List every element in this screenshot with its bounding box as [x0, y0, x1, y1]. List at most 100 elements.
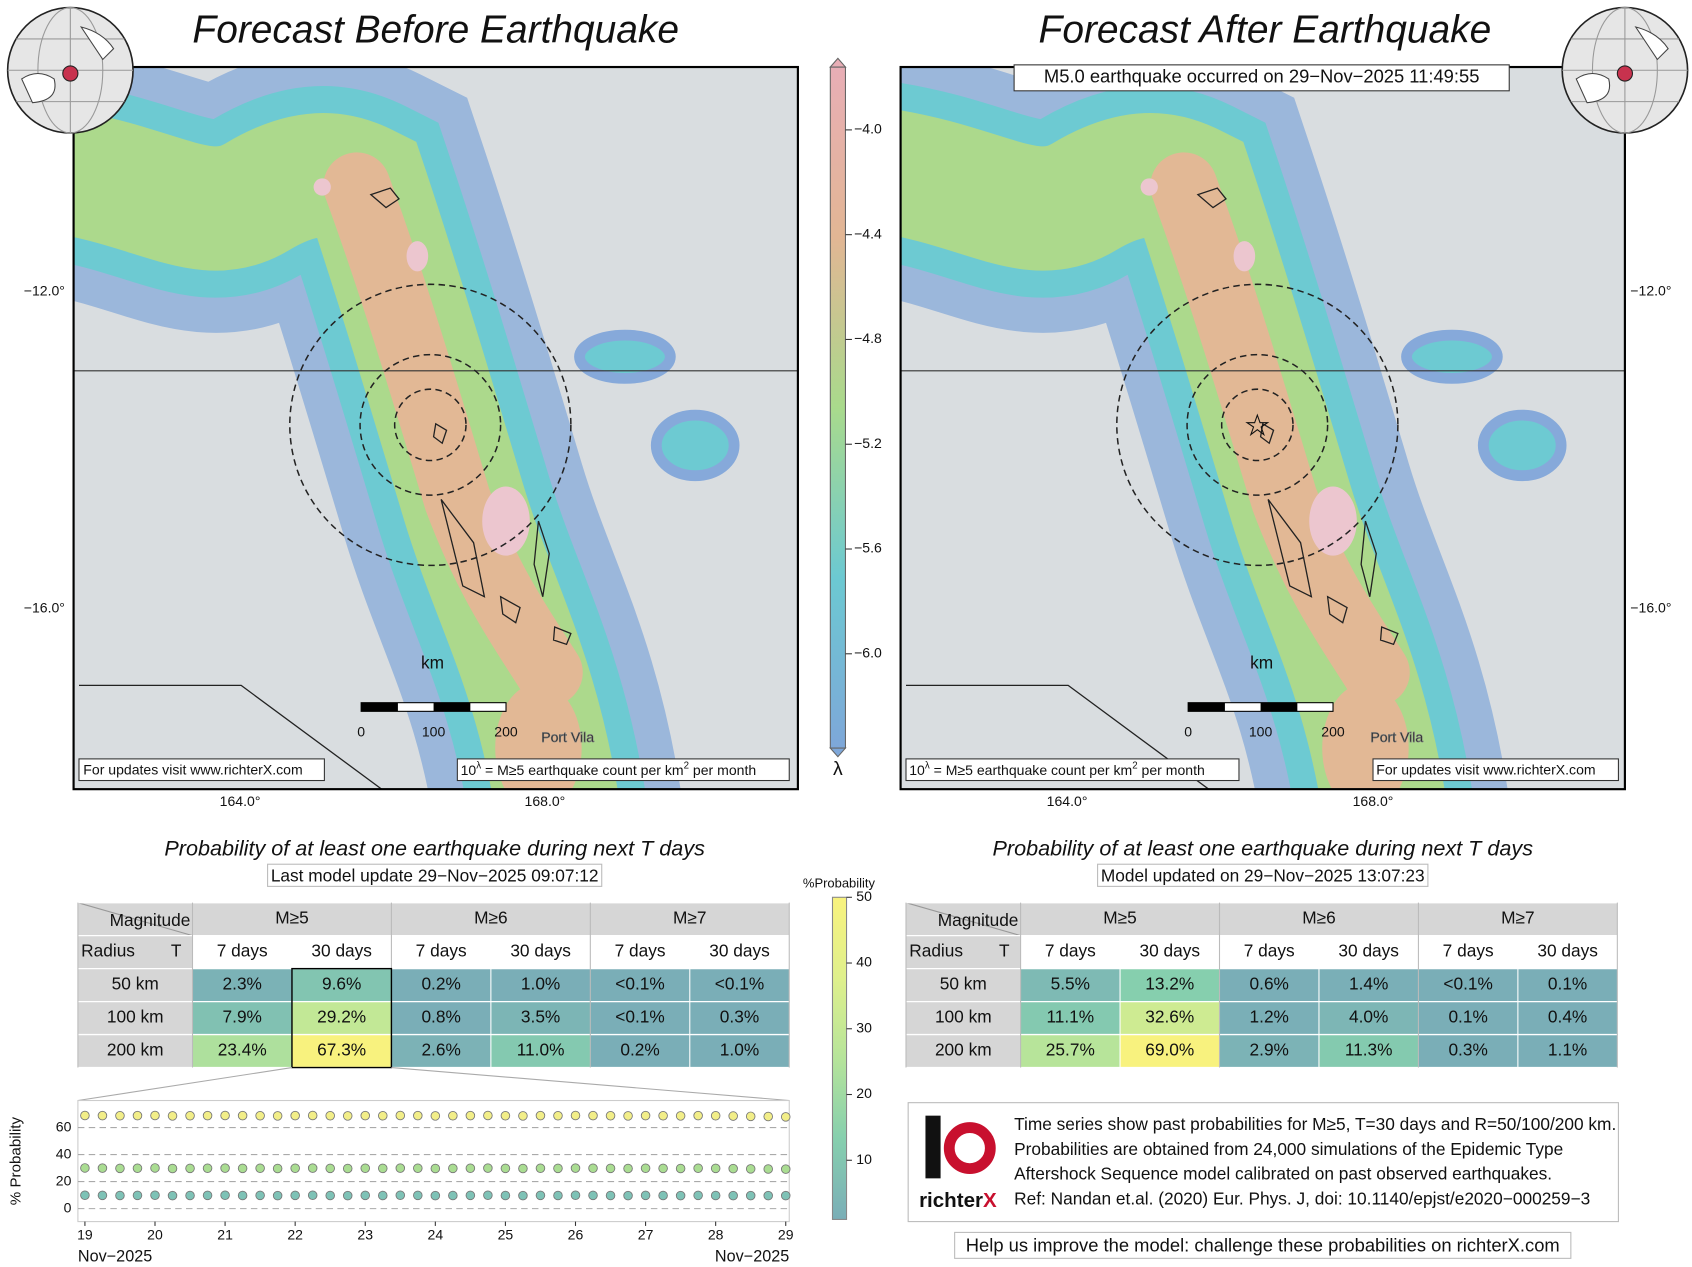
lon-label: 168.0° [1353, 793, 1394, 809]
data-point [500, 1111, 511, 1121]
probability-cell [192, 1034, 292, 1068]
note-part: = M≥5 earthquake count per km [930, 762, 1133, 778]
data-point [255, 1190, 265, 1201]
info-line: Ref: Nandan et.al. (2020) Eur. Phys. J, … [1014, 1189, 1590, 1209]
probability-cell [1418, 968, 1518, 1002]
radius-label: 200 km [107, 1040, 164, 1060]
data-point [115, 1190, 125, 1201]
note-part: 2 [684, 760, 689, 771]
probability-cell [391, 1034, 491, 1068]
lat-label: −12.0° [1630, 283, 1671, 299]
window-header: 30 days [1537, 941, 1598, 961]
probability-cell [1418, 1034, 1518, 1068]
data-point [570, 1190, 581, 1201]
cell-label: 11.1% [1046, 1007, 1094, 1027]
info-line: Probabilities are obtained from 24,000 s… [1014, 1139, 1563, 1159]
cell-label: 1.1% [1548, 1040, 1587, 1060]
data-point [220, 1110, 230, 1121]
probability-cell [689, 968, 790, 1002]
data-point [675, 1111, 686, 1121]
colorbar-tick-label: 10 [856, 1151, 872, 1167]
lon-label: 164.0° [1047, 793, 1088, 809]
probability-cell [192, 968, 292, 1002]
data-point [185, 1163, 195, 1174]
note-box [1372, 758, 1619, 782]
data-point [167, 1163, 178, 1174]
colorbar-label: λ [833, 758, 843, 780]
data-point [395, 1110, 406, 1121]
data-point [220, 1190, 230, 1201]
magnitude-header: M≥6 [474, 908, 508, 928]
data-point [483, 1190, 493, 1201]
cell-label: 0.2% [421, 974, 460, 994]
cell-label: 0.3% [720, 1007, 759, 1027]
probability-cell [1418, 1001, 1518, 1035]
table-subtitle: Probability of at least one earthquake d… [992, 835, 1533, 860]
probability-cell [590, 1001, 690, 1035]
colorbar-tick-label: 30 [856, 1019, 872, 1035]
radius-label: 50 km [940, 974, 987, 994]
data-point [413, 1110, 423, 1121]
cell-label: 2.6% [421, 1040, 460, 1060]
data-point [640, 1190, 651, 1201]
lat-label: −16.0° [1630, 599, 1671, 615]
window-header: 30 days [1140, 941, 1201, 961]
data-point [500, 1163, 511, 1174]
data-point [325, 1163, 335, 1174]
data-point [518, 1111, 528, 1121]
data-point [763, 1190, 773, 1201]
data-point [465, 1190, 476, 1201]
data-point [167, 1190, 178, 1201]
probability-cell [1219, 1034, 1319, 1068]
colorbar [831, 896, 848, 1220]
data-point [640, 1163, 651, 1173]
colorbar-tick-label: 40 [856, 954, 872, 970]
data-point [290, 1190, 300, 1201]
updates-note: For updates visit www.richterX.com [83, 762, 302, 778]
corner-label: Magnitude [110, 910, 191, 930]
lon-label: 168.0° [525, 793, 566, 809]
footer: Help us improve the model: challenge the… [966, 1234, 1560, 1255]
data-point [430, 1163, 441, 1174]
cell-label: 2.9% [1250, 1040, 1289, 1060]
scale-unit: km [421, 652, 444, 672]
cell-label: 0.1% [1548, 974, 1587, 994]
data-point [237, 1110, 248, 1121]
cell-label: 1.4% [1349, 974, 1388, 994]
data-point [675, 1163, 686, 1174]
note-part: per month [689, 762, 756, 778]
cell-label: 1.2% [1250, 1007, 1289, 1027]
probability-cell [490, 1001, 591, 1035]
data-point [658, 1163, 668, 1174]
x-tick-label: 27 [638, 1226, 654, 1242]
colorbar-tick-label: −4.0 [854, 121, 882, 137]
x-tick-label: 26 [568, 1226, 584, 1242]
data-point [483, 1163, 493, 1173]
data-point [780, 1164, 791, 1174]
data-point [413, 1190, 423, 1201]
window-header: 7 days [1244, 941, 1295, 961]
data-point [80, 1110, 90, 1121]
data-point [272, 1163, 283, 1174]
data-point [465, 1163, 476, 1173]
info-line: Aftershock Sequence model calibrated on … [1014, 1164, 1552, 1184]
scale-label: 0 [357, 724, 365, 740]
cell-label: 2.3% [223, 974, 262, 994]
logo-one [925, 1115, 941, 1179]
data-point [588, 1163, 598, 1173]
probability-cell [291, 1001, 392, 1035]
x-tick-label: 29 [778, 1226, 794, 1242]
data-point [325, 1190, 335, 1201]
data-point [448, 1163, 458, 1174]
data-point [97, 1163, 108, 1173]
cell-label: 13.2% [1145, 974, 1194, 994]
data-point [605, 1111, 616, 1121]
data-point [728, 1111, 738, 1121]
y-axis-label: % Probability [7, 1116, 24, 1205]
data-point [378, 1163, 388, 1174]
data-point [378, 1190, 388, 1201]
data-point [185, 1190, 195, 1201]
place-label: Port Vila [1370, 729, 1423, 745]
magnitude-header: M≥5 [1103, 908, 1137, 928]
radius-label: 100 km [935, 1007, 992, 1027]
